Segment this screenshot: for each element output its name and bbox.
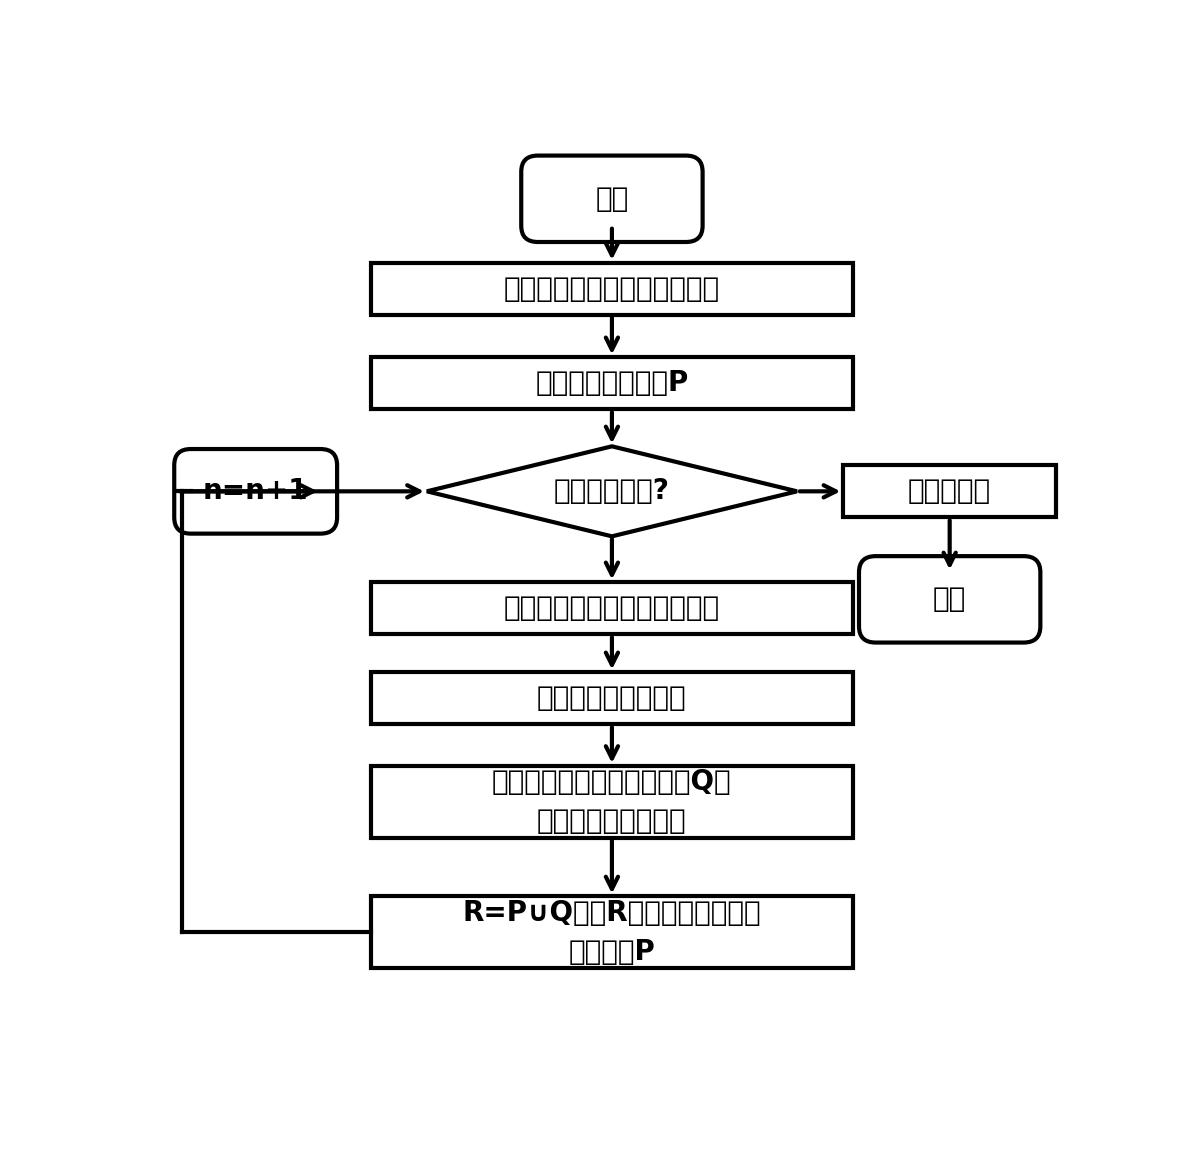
Text: 目标函数值排序与可行解判断: 目标函数值排序与可行解判断 xyxy=(504,594,720,622)
Text: 选择、交叉、变异得到种群Q，
对非可行解进行修正: 选择、交叉、变异得到种群Q， 对非可行解进行修正 xyxy=(492,768,732,836)
Text: 开始: 开始 xyxy=(596,185,628,213)
Text: 快速非支配分层排序: 快速非支配分层排序 xyxy=(537,684,687,712)
Bar xyxy=(371,263,853,314)
Text: 结束: 结束 xyxy=(933,586,966,614)
Bar xyxy=(371,897,853,968)
Text: 随机生成初始种群P: 随机生成初始种群P xyxy=(535,369,689,397)
FancyBboxPatch shape xyxy=(174,449,337,533)
Bar xyxy=(371,358,853,409)
Bar xyxy=(371,672,853,725)
FancyBboxPatch shape xyxy=(522,155,702,242)
Text: 达到终止条件?: 达到终止条件? xyxy=(554,477,670,505)
Text: R=P∪Q，对R快速非支配排序，
得到新的P: R=P∪Q，对R快速非支配排序， 得到新的P xyxy=(462,899,762,966)
Text: n=n+1: n=n+1 xyxy=(203,477,308,505)
FancyBboxPatch shape xyxy=(858,556,1040,643)
Text: 读入机组参数、负荷预测数据: 读入机组参数、负荷预测数据 xyxy=(504,275,720,303)
Polygon shape xyxy=(427,447,798,537)
Bar xyxy=(843,465,1057,518)
Bar xyxy=(371,582,853,635)
Text: 得到最优解: 得到最优解 xyxy=(909,477,991,505)
Bar xyxy=(371,766,853,838)
